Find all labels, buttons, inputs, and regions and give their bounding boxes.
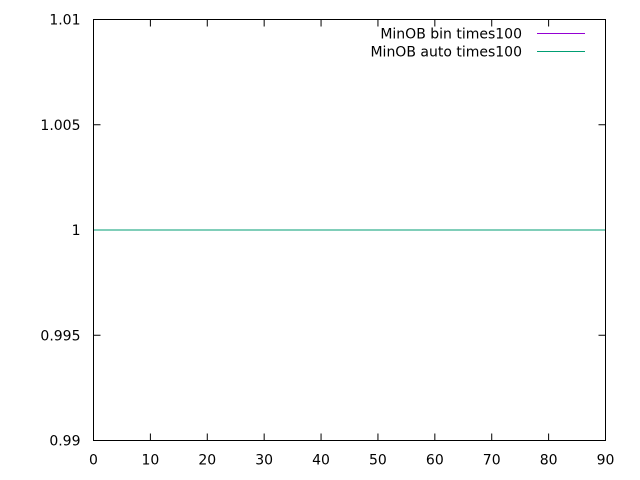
legend-label-2: MinOB auto times100 [370,45,522,61]
x-tick-label: 90 [597,453,615,469]
y-tick-label: 1 [72,223,81,239]
x-tick-label: 70 [483,453,501,469]
plot-frame [93,19,606,441]
legend: MinOB bin times100 MinOB auto times100 [370,27,585,61]
y-tick-label: 0.99 [49,434,80,450]
y-tick-label: 1.005 [40,118,80,134]
x-axis-tick-labels: 0 10 20 30 40 50 60 70 80 90 [89,453,614,469]
x-tick-label: 80 [540,453,558,469]
x-tick-label: 0 [89,453,98,469]
x-tick-label: 60 [426,453,444,469]
x-tick-label: 40 [312,453,330,469]
x-tick-label: 10 [141,453,159,469]
x-tick-label: 50 [369,453,387,469]
x-tick-label: 20 [198,453,216,469]
legend-label-1: MinOB bin times100 [380,27,522,43]
y-tick-label: 0.995 [40,328,80,344]
x-tick-label: 30 [255,453,273,469]
y-tick-label: 1.01 [49,13,80,29]
y-axis-tick-labels: 0.99 0.995 1 1.005 1.01 [40,13,80,450]
